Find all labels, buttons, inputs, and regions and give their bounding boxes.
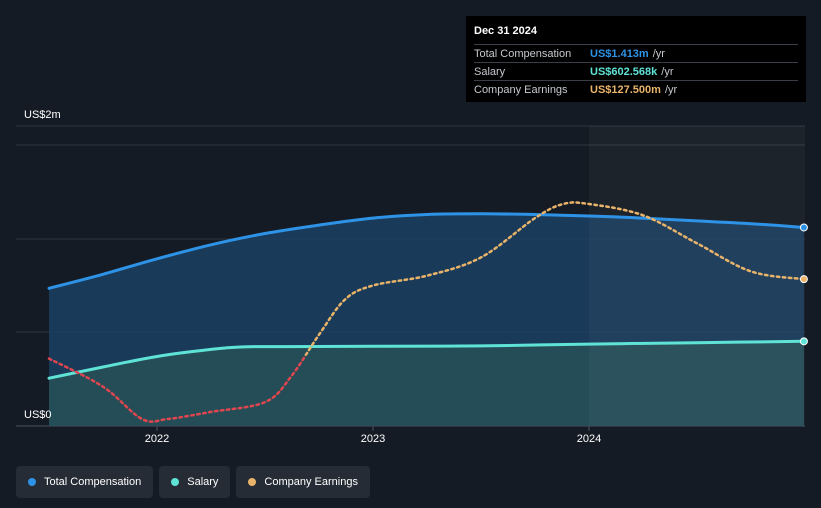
tooltip-value: US$1.413m <box>590 47 649 60</box>
legend-dot-icon <box>248 478 257 486</box>
tooltip-date: Dec 31 2024 <box>474 25 537 37</box>
legend-dot-icon <box>28 478 36 486</box>
salary-line[interactable] <box>47 339 806 380</box>
company-earnings-end-point <box>799 275 808 284</box>
company-earnings-line[interactable] <box>47 201 806 423</box>
tooltip-value: US$127.500m <box>590 83 661 96</box>
legend-label: Salary <box>187 476 219 488</box>
tooltip-label: Company Earnings <box>474 83 568 96</box>
tooltip: Dec 31 2024 Total Compensation US$1.413m… <box>466 16 806 102</box>
tooltip-value: US$602.568k <box>590 65 658 78</box>
legend-label: Company Earnings <box>264 476 358 488</box>
x-tick-label-2024: 2024 <box>577 433 601 445</box>
tooltip-row-company-earnings: Company Earnings US$127.500m /yr <box>474 80 798 98</box>
legend: Total Compensation Salary Company Earnin… <box>16 466 370 498</box>
tooltip-row-total-compensation: Total Compensation US$1.413m /yr <box>474 44 798 62</box>
tooltip-label: Salary <box>474 65 506 78</box>
company-earnings-segment <box>47 355 307 423</box>
legend-label: Total Compensation <box>44 476 142 488</box>
salary-area <box>49 341 804 426</box>
tooltip-label: Total Compensation <box>474 47 572 60</box>
total-compensation-line[interactable] <box>47 212 806 290</box>
total-compensation-end-point <box>799 223 808 232</box>
tooltip-unit: /yr <box>661 65 674 78</box>
tooltip-unit: /yr <box>652 47 665 60</box>
legend-item-total-compensation[interactable]: Total Compensation <box>16 466 154 498</box>
tooltip-row-salary: Salary US$602.568k /yr <box>474 62 798 80</box>
end-markers <box>799 223 808 346</box>
legend-item-company-earnings[interactable]: Company Earnings <box>236 466 370 498</box>
salary-end-point <box>799 337 808 346</box>
legend-dot-icon <box>171 478 180 486</box>
legend-item-salary[interactable]: Salary <box>159 466 231 498</box>
x-tick-label-2023: 2023 <box>361 433 385 445</box>
y-tick-label-top: US$2m <box>24 109 61 121</box>
company-earnings-segment <box>303 201 806 356</box>
tooltip-unit: /yr <box>664 83 678 96</box>
y-tick-label-bottom: US$0 <box>24 409 52 421</box>
x-tick-label-2022: 2022 <box>145 433 169 445</box>
x-axis: 2022 2023 2024 <box>145 426 601 445</box>
